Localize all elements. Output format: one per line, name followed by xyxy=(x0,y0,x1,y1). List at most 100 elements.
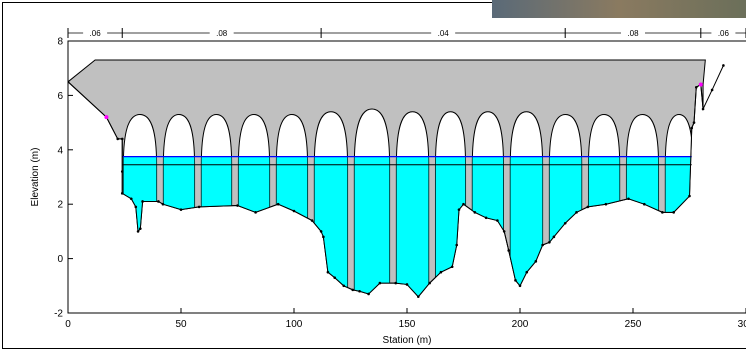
x-axis-label: Station (m) xyxy=(383,335,432,346)
water-fill xyxy=(510,156,543,297)
y-tick-label: 8 xyxy=(57,37,63,48)
ground-point xyxy=(692,121,696,124)
n-label-bg xyxy=(711,28,736,38)
ground-point xyxy=(502,230,506,233)
ground-point xyxy=(136,230,140,233)
water-fill xyxy=(123,156,157,297)
ground-point xyxy=(534,260,538,263)
ground-point xyxy=(276,202,280,206)
n-label-bg xyxy=(621,28,645,38)
ground-point xyxy=(394,281,398,285)
plot-frame xyxy=(67,40,746,314)
ground-point xyxy=(333,276,336,279)
ground-point xyxy=(417,295,420,298)
ground-point xyxy=(586,205,590,209)
ground-point xyxy=(722,64,725,67)
x-tick-label: 200 xyxy=(512,319,529,330)
ground-point xyxy=(672,211,675,214)
ground-point xyxy=(326,270,330,274)
y-tick-label: -2 xyxy=(54,309,63,320)
ground-point xyxy=(236,204,239,207)
n-label-bg xyxy=(83,28,108,38)
ground-point xyxy=(157,200,160,203)
ground-point xyxy=(575,211,578,214)
x-tick-label: 0 xyxy=(65,319,71,330)
ground-point xyxy=(141,200,144,203)
arch-opening xyxy=(275,113,309,297)
ground-point xyxy=(254,211,257,214)
photo-thumbnail xyxy=(492,0,746,18)
water-fill xyxy=(276,156,308,297)
arch-opening xyxy=(237,113,271,297)
ground-point xyxy=(604,202,608,206)
ground-point xyxy=(358,289,361,293)
water-fill xyxy=(201,156,232,297)
ground-point xyxy=(462,202,465,206)
ground-point xyxy=(310,219,314,222)
y-axis-label: Elevation (m) xyxy=(30,148,41,207)
ground-point xyxy=(710,88,714,92)
ground-point xyxy=(496,219,499,222)
x-tick-label: 50 xyxy=(175,319,187,330)
ground-point xyxy=(292,209,296,213)
water-fill xyxy=(435,156,466,297)
y-tick-label: 0 xyxy=(57,254,63,265)
arch-opening xyxy=(162,113,196,297)
ground-point xyxy=(450,265,454,269)
ground-point xyxy=(405,283,409,286)
ground-point xyxy=(378,281,382,285)
ground-point xyxy=(701,107,705,111)
ground-point xyxy=(552,235,556,239)
ground-point xyxy=(161,202,165,206)
ground-point xyxy=(129,197,133,201)
ground-point xyxy=(661,211,664,214)
arch-opening xyxy=(587,113,621,297)
ground-point xyxy=(507,249,511,252)
ground-point xyxy=(351,288,355,292)
ground-point xyxy=(428,281,431,285)
arch-opening xyxy=(200,113,233,297)
ground-point xyxy=(116,137,120,141)
x-tick-label: 300 xyxy=(738,319,746,330)
ground-point xyxy=(120,170,124,173)
water-fill xyxy=(396,156,429,297)
ground-point xyxy=(627,197,630,201)
water-fill xyxy=(588,156,620,297)
ground-point xyxy=(134,205,138,209)
water-fill xyxy=(163,156,195,297)
water-fill xyxy=(314,156,348,297)
ground-point xyxy=(367,292,370,296)
ground-point xyxy=(563,221,567,225)
y-tick-label: 6 xyxy=(57,91,63,102)
n-label: .06 xyxy=(90,29,102,38)
ground-point xyxy=(473,211,477,214)
ground-point xyxy=(541,243,544,247)
bank-station-point xyxy=(104,115,109,120)
ground-point xyxy=(197,205,201,209)
water-fill xyxy=(472,156,504,297)
x-tick-label: 100 xyxy=(286,319,303,330)
x-tick-label: 250 xyxy=(625,319,642,330)
n-label: .08 xyxy=(627,29,639,38)
n-label: .06 xyxy=(718,29,730,38)
ground-point xyxy=(120,192,124,195)
water-fill xyxy=(549,156,582,297)
ground-point xyxy=(688,194,691,198)
n-label-bg xyxy=(431,28,456,38)
x-tick-label: 150 xyxy=(399,319,416,330)
arch-opening xyxy=(664,113,694,297)
n-label-bg xyxy=(209,28,234,38)
y-tick-label: 2 xyxy=(57,200,63,211)
ground-point xyxy=(439,270,443,274)
y-tick-label: 4 xyxy=(57,145,63,156)
ground-point xyxy=(455,243,459,247)
ground-point xyxy=(694,85,698,89)
n-label: .04 xyxy=(438,29,450,38)
openings xyxy=(122,108,694,297)
ground-point xyxy=(179,208,183,211)
water-fill xyxy=(665,156,694,297)
arch-opening xyxy=(625,113,660,297)
ground-point xyxy=(457,208,461,211)
